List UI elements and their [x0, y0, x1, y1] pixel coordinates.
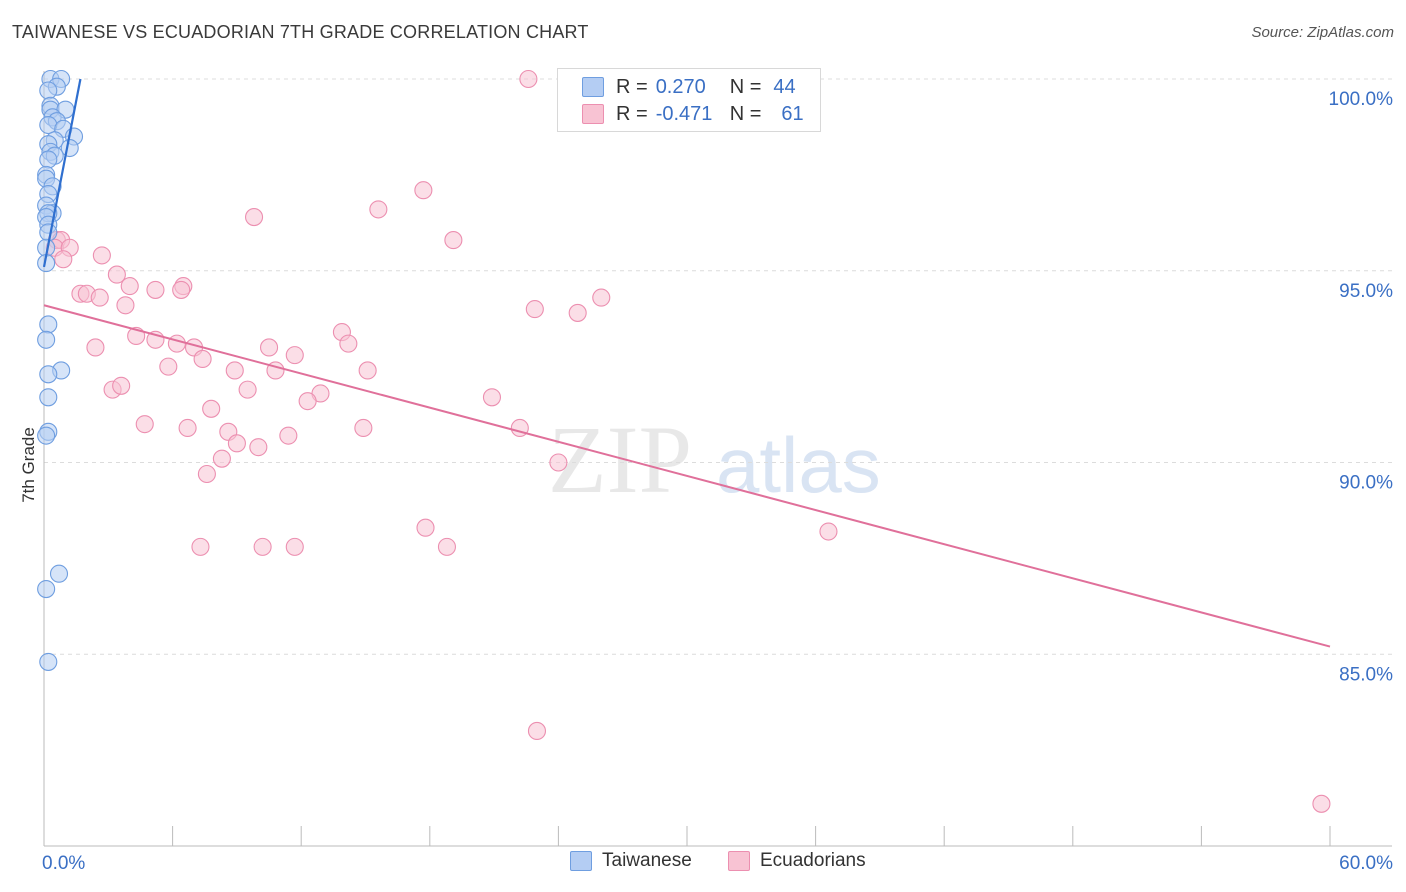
ecuadorian-point — [120, 277, 139, 296]
ecuadorian-point — [568, 303, 587, 322]
taiwanese-point — [39, 388, 58, 407]
ecuadorian-point — [202, 399, 221, 418]
taiwanese-trendline — [42, 78, 82, 268]
taiwanese-point — [39, 315, 58, 334]
legend-taiwanese-label: Taiwanese — [602, 850, 692, 871]
watermark-zip: ZIP — [548, 406, 692, 513]
ecuadorian-point — [298, 392, 317, 411]
taiwanese-swatch — [582, 77, 604, 97]
ecuadorian-trendline — [43, 304, 1331, 648]
ecuadorian-point — [819, 522, 838, 541]
ecuadorian-point — [549, 453, 568, 472]
ecuadorian-point — [285, 346, 304, 365]
r-label: R = — [616, 102, 648, 125]
ecuadorian-point — [253, 537, 272, 556]
y-tick-label: 85.0% — [1339, 664, 1393, 685]
ecuadorian-point — [172, 280, 191, 299]
n-value: 44 — [773, 75, 796, 98]
ecuadorian-point — [1312, 794, 1331, 813]
ecuadorian-point — [527, 721, 547, 741]
ecuadorian-point — [112, 376, 131, 395]
ecuadorian-point — [259, 338, 279, 357]
scatter-points — [37, 69, 1331, 813]
ecuadorian-point — [86, 338, 105, 357]
taiwanese-point — [37, 580, 56, 599]
y-tick-label: 90.0% — [1339, 473, 1393, 494]
ecuadorian-point — [54, 250, 73, 269]
ecuadorian-point — [191, 537, 210, 556]
ecuadorian-point — [135, 415, 154, 434]
ecuadorian-point — [238, 380, 257, 399]
tick-labels: 100.0% 95.0% 90.0% 85.0% 0.0% 60.0% — [42, 89, 1393, 874]
stats-row-ecuadorians: R = -0.471 N = 61 — [582, 101, 804, 127]
ecuadorian-point — [525, 300, 544, 319]
ecuadorian-point — [107, 265, 126, 284]
taiwanese-point — [39, 150, 58, 169]
y-axis-label: 7th Grade — [19, 427, 38, 503]
taiwanese-point — [39, 223, 58, 242]
taiwanese-point — [37, 330, 56, 349]
legend-ecuadorians-label: Ecuadorians — [760, 850, 866, 871]
ecuadorian-point — [116, 296, 135, 315]
x-tick-label: 60.0% — [1339, 853, 1393, 874]
ecuadorian-point — [193, 349, 212, 369]
ecuadorian-point — [92, 246, 111, 265]
ecuadorian-point — [279, 426, 298, 445]
taiwanese-point — [39, 115, 58, 135]
ecuadorian-point — [225, 361, 244, 380]
n-value: 61 — [781, 102, 804, 125]
x-tick-label: 0.0% — [42, 853, 85, 874]
taiwanese-point — [49, 564, 69, 583]
legend-ecuadorians[interactable]: Ecuadorians — [728, 850, 866, 872]
taiwanese-point — [39, 652, 58, 671]
ecuadorian-point — [592, 288, 611, 307]
ecuadorians-legend-swatch — [728, 851, 750, 871]
chart-title: TAIWANESE VS ECUADORIAN 7TH GRADE CORREL… — [12, 22, 589, 42]
y-tick-label: 95.0% — [1339, 281, 1393, 302]
ecuadorian-point — [354, 418, 373, 438]
ecuadorian-point — [90, 288, 109, 307]
n-label: N = — [729, 102, 762, 125]
r-value: -0.471 — [655, 102, 713, 125]
axes — [43, 71, 1392, 847]
r-label: R = — [616, 75, 648, 98]
taiwanese-point — [39, 365, 58, 384]
ecuadorian-point — [519, 69, 538, 89]
ecuadorian-point — [416, 518, 435, 537]
trend-lines — [42, 78, 1331, 648]
taiwanese-point — [39, 81, 58, 100]
ecuadorians-swatch — [582, 104, 604, 124]
ecuadorian-point — [339, 334, 358, 353]
ecuadorian-point — [444, 231, 463, 250]
stats-legend: R = 0.270 N = 44 R = -0.471 N = 61 — [557, 68, 821, 132]
r-value: 0.270 — [655, 75, 706, 98]
n-label: N = — [729, 75, 762, 98]
ecuadorian-point — [437, 537, 456, 556]
stats-row-taiwanese: R = 0.270 N = 44 — [582, 74, 796, 100]
ecuadorian-point — [197, 464, 216, 484]
ecuadorian-point — [249, 438, 268, 457]
taiwanese-point — [60, 138, 79, 158]
ecuadorian-point — [244, 208, 264, 227]
taiwanese-point — [37, 426, 56, 445]
ecuadorian-point — [414, 181, 433, 200]
ecuadorian-point — [146, 280, 165, 299]
ecuadorian-point — [482, 388, 502, 407]
source-label: Source: ZipAtlas.com — [1251, 24, 1394, 41]
ecuadorian-point — [227, 434, 246, 453]
y-tick-label: 100.0% — [1329, 89, 1394, 110]
ecuadorian-point — [369, 200, 388, 219]
legend-taiwanese[interactable]: Taiwanese — [570, 850, 692, 872]
taiwanese-legend-swatch — [570, 851, 592, 871]
ecuadorian-point — [212, 449, 231, 468]
ecuadorian-point — [285, 537, 304, 556]
grid-lines — [44, 78, 1392, 655]
ecuadorian-point — [167, 334, 186, 353]
watermark-atlas: atlas — [716, 421, 881, 509]
ecuadorian-point — [358, 361, 377, 380]
ecuadorian-point — [178, 418, 197, 438]
ecuadorian-point — [159, 357, 178, 376]
